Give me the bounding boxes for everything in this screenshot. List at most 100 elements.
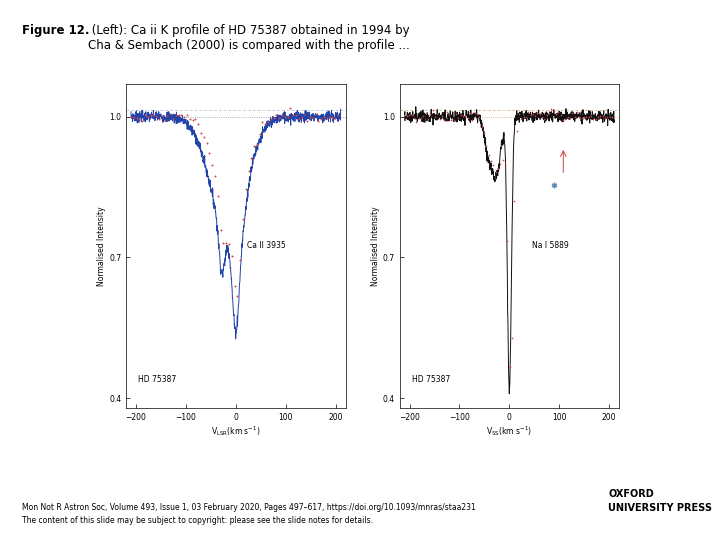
Point [240,184,251,193]
Point [588,114,599,123]
Point [501,237,513,245]
Point [490,168,501,177]
Point [170,111,181,119]
Point [229,282,240,291]
Point [478,129,490,138]
Point [192,120,204,129]
Point [593,112,604,121]
Point [483,151,495,160]
Point [173,111,184,119]
Point [544,109,555,118]
Point [128,113,140,122]
Point [232,292,243,300]
Point [150,111,162,120]
Point [293,114,305,123]
Point [427,106,438,115]
X-axis label: V$_{\rm SS}$(km s$^{-1}$): V$_{\rm SS}$(km s$^{-1}$) [486,424,533,438]
Point [487,160,499,169]
Text: Mon Not R Astron Soc, Volume 493, Issue 1, 03 February 2020, Pages 497–617, http: Mon Not R Astron Soc, Volume 493, Issue … [22,503,475,512]
Point [562,112,574,121]
Point [142,112,153,121]
Point [156,112,168,120]
Point [307,113,319,122]
Point [136,116,148,125]
Point [299,110,310,119]
Y-axis label: Normalised Intensity: Normalised Intensity [371,206,380,286]
Point [148,111,159,119]
Point [399,114,410,123]
Point [585,112,597,120]
Point [443,111,454,119]
Point [176,111,187,120]
Point [599,113,611,122]
Point [324,112,336,121]
Point [559,115,571,124]
Point [161,112,173,121]
Point [284,104,296,112]
Text: Ca II 3935: Ca II 3935 [247,241,286,250]
Point [467,116,478,125]
Point [548,106,559,115]
Text: OXFORD
UNIVERSITY PRESS: OXFORD UNIVERSITY PRESS [608,489,712,513]
Point [145,111,156,119]
Point [438,115,450,124]
Point [441,107,452,116]
Point [276,111,288,120]
Point [186,116,198,124]
Point [131,114,143,123]
Point [333,111,344,119]
Point [504,362,516,371]
Point [581,113,593,122]
Point [310,110,321,118]
Point [576,114,588,123]
Point [403,110,415,119]
Point [457,112,469,120]
Point [248,142,260,151]
Point [476,123,487,131]
Point [520,113,531,122]
X-axis label: V$_{\rm LSR}$(km s$^{-1}$): V$_{\rm LSR}$(km s$^{-1}$) [211,424,261,438]
Text: Figure 12.: Figure 12. [22,24,89,37]
Point [578,113,590,122]
Point [516,115,527,124]
Point [159,116,171,124]
Point [279,113,291,122]
Point [508,197,520,205]
Point [471,110,482,118]
Point [446,116,457,125]
Point [271,111,282,119]
Text: HD 75387: HD 75387 [138,375,176,384]
Text: The content of this slide may be subject to copyright: please see the slide note: The content of this slide may be subject… [22,516,373,525]
Point [410,118,422,126]
Point [546,105,557,113]
Point [523,108,534,117]
Point [254,130,266,138]
Point [189,114,201,123]
Point [139,111,150,120]
Point [436,111,448,120]
Point [555,111,567,120]
Point [401,112,413,120]
Text: HD 75387: HD 75387 [412,375,450,384]
Point [259,120,271,129]
Point [217,239,229,247]
Point [408,114,420,123]
Point [513,110,525,119]
Point [452,113,464,122]
Point [223,239,235,248]
Point [455,111,467,119]
Point [164,109,176,118]
Point [318,112,330,121]
Point [583,112,595,121]
Point [590,114,601,123]
Point [510,126,522,135]
Point [265,114,276,123]
Point [125,113,137,122]
Point [179,112,190,121]
Point [506,333,518,342]
Point [567,109,578,117]
Point [226,252,238,261]
Point [315,115,327,124]
Point [327,112,338,121]
Point [595,111,606,120]
